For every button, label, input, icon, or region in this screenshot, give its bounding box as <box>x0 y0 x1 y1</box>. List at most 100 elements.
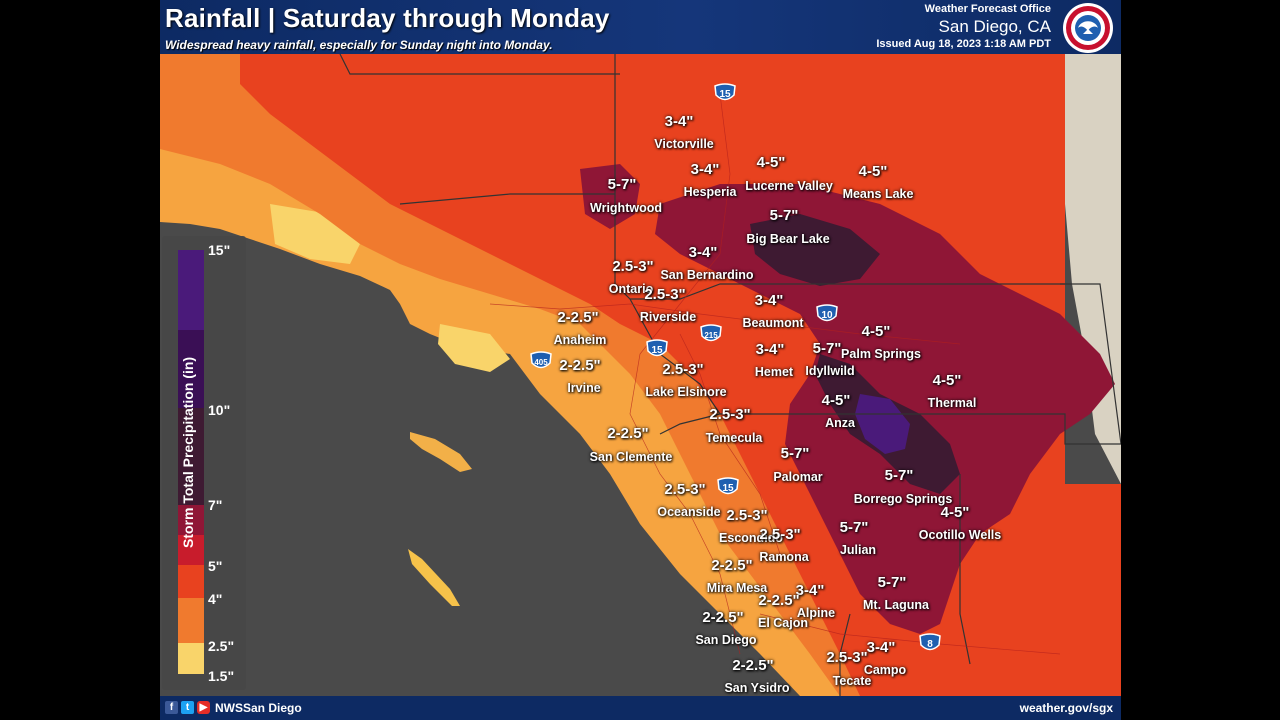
highway-number: 15 <box>722 483 734 494</box>
rain-amount: 2.5-3" <box>726 507 768 524</box>
page-title: Rainfall | Saturday through Monday <box>165 3 610 33</box>
header-bar: Rainfall | Saturday through Monday Wides… <box>160 0 1121 54</box>
wrightwood-dark-red <box>580 164 640 229</box>
city-label: Escondido <box>719 531 783 545</box>
rain-amount: 2-2.5" <box>732 657 774 674</box>
city-label: Mira Mesa <box>706 581 768 595</box>
rainfall-map <box>160 54 1121 696</box>
legend-tick: 7" <box>208 497 223 513</box>
nws-logo-icon <box>1063 3 1113 53</box>
rain-amount: 5-7" <box>780 445 810 462</box>
youtube-icon[interactable]: ▶ <box>197 701 210 714</box>
rain-amount: 4-5" <box>858 163 888 180</box>
highway-number: 215 <box>704 331 718 340</box>
city-label: Temecula <box>705 431 763 445</box>
city-label: Big Bear Lake <box>746 232 830 246</box>
rain-amount: 2.5-3" <box>759 526 801 543</box>
city-label: Means Lake <box>842 187 914 201</box>
city-label: El Cajon <box>757 616 809 630</box>
road-lines <box>489 93 1061 655</box>
rain-amount: 2.5-3" <box>709 406 751 423</box>
legend-tick: 10" <box>208 402 231 418</box>
rain-amount: 5-7" <box>877 574 907 591</box>
city-label: San Ysidro <box>724 681 790 695</box>
city-label: San Diego <box>695 633 757 647</box>
issued-time: Issued Aug 18, 2023 1:18 AM PDT <box>876 38 1051 50</box>
interstate-shield-icon: 405 <box>530 351 552 371</box>
city-label: Wrightwood <box>590 201 662 215</box>
rain-amount: 2-2.5" <box>702 609 744 626</box>
rain-amount: 2-2.5" <box>711 557 753 574</box>
rain-amount: 5-7" <box>607 176 637 193</box>
city-label: Palomar <box>773 470 823 484</box>
interstate-shield-icon: 8 <box>919 633 941 653</box>
rain-amount: 2-2.5" <box>557 309 599 326</box>
twitter-icon[interactable]: t <box>181 701 194 714</box>
city-label: Hesperia <box>683 185 737 199</box>
san-clemente-island <box>408 549 460 606</box>
legend-tick: 5" <box>208 558 223 574</box>
rain-amount: 3-4" <box>755 341 785 358</box>
legend-tick: 15" <box>208 242 231 258</box>
rain-amount: 4-5" <box>821 392 851 409</box>
city-label: Mt. Laguna <box>863 598 929 612</box>
footer-bar: f t ▶ NWSSan Diego weather.gov/sgx <box>160 696 1121 720</box>
rain-amount: 3-4" <box>688 244 718 261</box>
social-handle[interactable]: NWSSan Diego <box>215 701 302 715</box>
city-label: Idyllwild <box>805 364 855 378</box>
rain-amount: 2.5-3" <box>644 286 686 303</box>
highway-number: 15 <box>651 345 663 356</box>
highway-number: 8 <box>927 639 933 650</box>
city-label: Anza <box>825 416 855 430</box>
city-label: Tecate <box>832 674 872 688</box>
highway-number: 15 <box>719 89 731 100</box>
interstate-shield-icon: 215 <box>700 324 722 344</box>
city-label: Ramona <box>759 550 809 564</box>
county-boundaries <box>339 54 1121 696</box>
yellow-coastal <box>270 204 360 264</box>
precip-legend: Storm Total Precipitation (in) 15" 10" 7… <box>162 236 246 690</box>
city-label: Palm Springs <box>841 347 921 361</box>
city-label: Julian <box>839 543 877 557</box>
rain-amount: 2-2.5" <box>607 425 649 442</box>
city-label: Riverside <box>639 310 697 324</box>
interstate-shield-icon: 15 <box>646 339 668 359</box>
city-label: San Bernardino <box>660 268 754 282</box>
rain-amount: 3-4" <box>754 292 784 309</box>
rain-amount: 3-4" <box>664 113 694 130</box>
legend-tick: 2.5" <box>208 638 235 654</box>
catalina-island <box>410 432 472 472</box>
city-label: San Clemente <box>589 450 673 464</box>
rain-amount: 2.5-3" <box>612 258 654 275</box>
facebook-icon[interactable]: f <box>165 701 178 714</box>
interstate-shield-icon: 15 <box>717 477 739 497</box>
core-purple <box>855 394 910 454</box>
core-maroon-big-bear <box>750 214 880 286</box>
highway-number: 405 <box>534 358 548 367</box>
rain-amount: 5-7" <box>769 207 799 224</box>
rain-amount: 2.5-3" <box>664 481 706 498</box>
rain-amount: 2.5-3" <box>826 649 868 666</box>
rain-amount: 4-5" <box>932 372 962 389</box>
yellow-la-coast <box>438 324 510 372</box>
office-label: Weather Forecast Office <box>924 3 1051 15</box>
page-subtitle: Widespread heavy rainfall, especially fo… <box>165 38 553 52</box>
legend-tick: 1.5" <box>208 668 235 684</box>
city-label: Anaheim <box>553 333 607 347</box>
website-link[interactable]: weather.gov/sgx <box>1019 701 1113 715</box>
city-label: Lake Elsinore <box>645 385 727 399</box>
city-label: Irvine <box>567 381 601 395</box>
legend-title: Storm Total Precipitation (in) <box>180 356 196 548</box>
map-graphic: Rainfall | Saturday through Monday Wides… <box>160 0 1121 720</box>
city-label: Lucerne Valley <box>745 179 833 193</box>
interstate-shield-icon: 15 <box>714 83 736 103</box>
city-label: Oceanside <box>657 505 721 519</box>
rain-amount: 5-7" <box>812 340 842 357</box>
rain-amount: 3-4" <box>866 639 896 656</box>
highway-number: 10 <box>821 310 833 321</box>
rain-amount: 2-2.5" <box>758 592 800 609</box>
rain-amount: 3-4" <box>795 582 825 599</box>
rain-amount: 2.5-3" <box>662 361 704 378</box>
city-label: Hemet <box>754 365 794 379</box>
legend-colorbar <box>178 250 204 674</box>
